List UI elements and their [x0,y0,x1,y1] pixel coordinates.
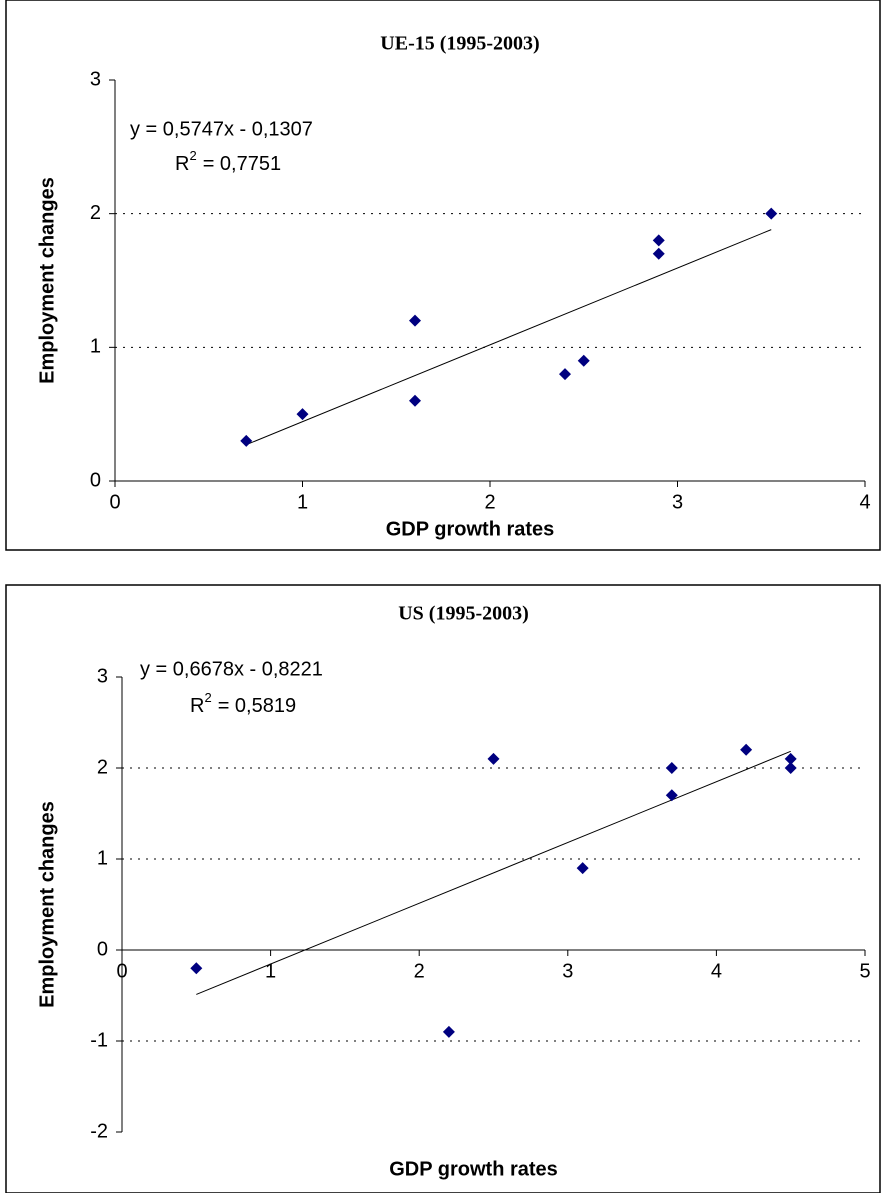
data-point [296,408,309,421]
data-point [559,368,571,381]
data-point [577,354,590,367]
data-point [740,743,753,756]
x-tick-label: 5 [859,960,870,982]
x-axis-label: GDP growth rates [386,518,555,540]
data-point [576,862,589,875]
data-point [784,752,797,765]
data-point [665,762,678,774]
r2-value: = 0,5819 [218,695,296,717]
r2-symbol: R [190,695,204,717]
trendline-equation: y = 0,5747x - 0,1307 [130,118,313,140]
x-tick-label: 1 [297,491,308,513]
data-point [409,314,421,327]
data-point [665,789,678,802]
r2-exponent: 2 [189,148,196,163]
chart-frame [5,584,881,1193]
y-axis-label: Employment changes [36,177,58,384]
x-tick-label: 2 [414,960,425,982]
data-point [652,247,665,260]
trendline-equation: y = 0,6678x - 0,8221 [140,658,323,680]
x-tick-label: 1 [265,960,276,982]
x-tick-label: 2 [484,491,495,513]
x-axis-label: GDP growth rates [389,1158,558,1180]
r2-exponent: 2 [204,690,211,705]
y-tick-label: 3 [90,68,101,90]
x-tick-label: 4 [859,491,870,513]
data-point [652,234,665,247]
chart-frame [5,0,881,551]
chart-title: US (1995-2003) [398,603,529,625]
trend-line [196,750,791,995]
data-point [487,752,500,765]
data-point [240,434,253,447]
trend-line [246,229,772,446]
y-tick-label: 2 [97,756,108,778]
r2-value: = 0,7751 [203,153,281,175]
data-point [190,962,203,975]
y-tick-label: 1 [97,847,108,869]
y-tick-label: 0 [90,469,101,491]
r-squared: R2 = 0,7751 [175,148,281,175]
x-tick-label: 0 [109,491,120,513]
y-tick-label: 3 [97,665,108,687]
y-tick-label: 1 [90,336,101,358]
y-tick-label: 2 [90,202,101,224]
data-point [765,207,778,220]
r-squared: R2 = 0,5819 [190,690,296,717]
x-tick-label: 3 [562,960,573,982]
y-tick-label: 0 [97,938,108,960]
x-tick-label: 4 [711,960,722,982]
data-point [442,1025,455,1038]
chart-title: UE-15 (1995-2003) [380,33,539,55]
x-tick-label: 3 [672,491,683,513]
y-tick-label: -2 [90,1120,108,1142]
data-point [409,394,421,407]
y-tick-label: -1 [90,1029,108,1051]
y-axis-label: Employment changes [36,801,58,1008]
data-point [784,762,797,774]
r2-symbol: R [175,153,189,175]
